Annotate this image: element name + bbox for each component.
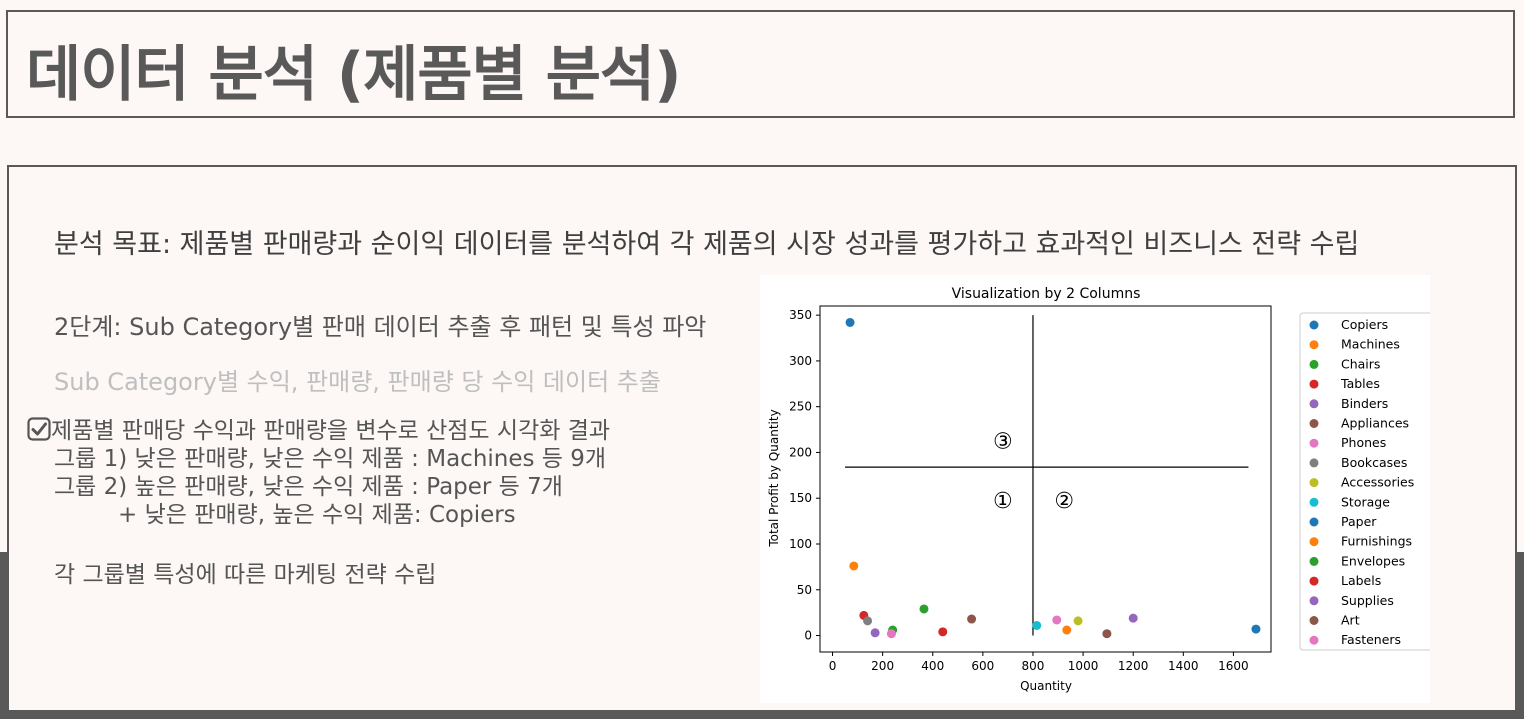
page-title: 데이터 분석 (제품별 분석) [26, 40, 682, 110]
y-tick-label: 50 [797, 583, 812, 597]
legend-label: Furnishings [1341, 534, 1412, 549]
chart-title: Visualization by 2 Columns [952, 286, 1141, 302]
result-line-2: 그룹 2) 높은 판매량, 낮은 수익 제품 : Paper 등 7개 [54, 474, 563, 500]
data-point-bookcases [863, 616, 873, 626]
quadrant-label: ③ [993, 430, 1013, 455]
legend-marker [1309, 596, 1319, 606]
data-point-art [1102, 629, 1112, 639]
data-point-fasteners [1052, 615, 1062, 625]
legend-marker [1309, 320, 1319, 330]
quadrant-label: ② [1054, 489, 1074, 514]
x-axis-label: Quantity [1020, 679, 1072, 693]
legend-label: Copiers [1341, 317, 1388, 332]
legend-label: Art [1341, 613, 1360, 628]
legend-label: Bookcases [1341, 455, 1407, 470]
legend-marker [1309, 399, 1319, 409]
data-point-machines [849, 561, 859, 571]
legend-label: Envelopes [1341, 553, 1405, 568]
plot-frame [819, 305, 1272, 653]
legend-marker [1309, 379, 1319, 389]
legend-marker [1309, 556, 1319, 566]
x-tick-label: 800 [1022, 659, 1045, 673]
result-line-0: 제품별 판매당 수익과 판매량을 변수로 산점도 시각화 결과 [27, 417, 610, 445]
strategy-text: 각 그룹별 특성에 따른 마케팅 전략 수립 [54, 562, 437, 588]
data-point-storage [1032, 620, 1042, 630]
legend-marker [1309, 419, 1319, 428]
result-line-3: + 낮은 판매량, 높은 수익 제품: Copiers [118, 502, 516, 528]
x-tick-label: 200 [871, 659, 894, 673]
legend-marker [1309, 616, 1319, 625]
legend-label: Appliances [1341, 416, 1409, 431]
legend-label: Accessories [1341, 475, 1414, 490]
data-point-furnishings [1062, 625, 1072, 635]
legend-marker [1309, 359, 1319, 369]
y-tick-label: 200 [789, 445, 812, 459]
y-tick-label: 0 [804, 629, 812, 643]
x-tick-label: 1200 [1118, 659, 1149, 673]
substep-text: Sub Category별 수익, 판매량, 판매량 당 수익 데이터 추출 [54, 368, 661, 396]
y-axis-label: Total Profit by Quantity [767, 409, 781, 547]
legend-marker [1309, 517, 1319, 527]
data-point-supplies [1128, 613, 1138, 623]
legend-label: Tables [1340, 376, 1380, 391]
result-block: 제품별 판매당 수익과 판매량을 변수로 산점도 시각화 결과 그룹 1) 낮은… [27, 417, 610, 529]
legend-marker [1309, 458, 1319, 468]
x-tick-label: 1000 [1068, 659, 1099, 673]
legend-marker [1309, 576, 1319, 586]
checkbox-checked-icon [27, 417, 51, 441]
legend-label: Chairs [1341, 356, 1380, 371]
legend-marker [1309, 478, 1319, 488]
legend-label: Storage [1341, 494, 1390, 509]
step-heading: 2단계: Sub Category별 판매 데이터 추출 후 패턴 및 특성 파… [54, 313, 707, 341]
x-tick-label: 0 [829, 659, 837, 673]
legend-marker [1309, 340, 1319, 350]
x-tick-label: 1400 [1168, 659, 1199, 673]
result-line-1: 그룹 1) 낮은 판매량, 낮은 수익 제품 : Machines 등 9개 [54, 446, 607, 472]
y-tick-label: 100 [789, 537, 812, 551]
analysis-goal: 분석 목표: 제품별 판매량과 순이익 데이터를 분석하여 각 제품의 시장 성… [54, 229, 1360, 260]
scatter-chart-panel: Visualization by 2 Columns Quantity Tota… [760, 275, 1436, 703]
legend-label: Fasteners [1341, 632, 1401, 647]
x-tick-label: 400 [921, 659, 944, 673]
data-point-accessories [1073, 616, 1083, 626]
data-point-labels [938, 627, 948, 637]
y-tick-label: 250 [789, 400, 812, 414]
y-tick-label: 300 [789, 354, 812, 368]
data-point-envelopes [919, 604, 929, 614]
data-point-paper [1251, 624, 1261, 634]
data-point-binders [870, 628, 880, 638]
legend-label: Labels [1341, 573, 1381, 588]
data-point-copiers [845, 317, 855, 327]
scatter-chart: Visualization by 2 Columns Quantity Tota… [767, 286, 1436, 693]
x-tick-label: 600 [971, 659, 994, 673]
legend-marker [1309, 537, 1319, 547]
legend-marker [1309, 438, 1319, 448]
legend-label: Machines [1341, 337, 1400, 352]
y-tick-label: 350 [789, 308, 812, 322]
y-tick-label: 150 [789, 491, 812, 505]
legend-label: Binders [1341, 396, 1388, 411]
legend-label: Paper [1341, 514, 1377, 529]
x-tick-label: 1600 [1218, 659, 1249, 673]
data-point-phones [886, 629, 896, 639]
legend-marker [1309, 497, 1319, 507]
quadrant-label: ① [993, 489, 1013, 514]
legend-label: Phones [1341, 435, 1386, 450]
title-box: 데이터 분석 (제품별 분석) [6, 10, 1515, 118]
result-line-text: 제품별 판매당 수익과 판매량을 변수로 산점도 시각화 결과 [51, 418, 611, 444]
legend-label: Supplies [1341, 593, 1394, 608]
legend-marker [1309, 635, 1319, 645]
data-point-appliances [967, 614, 977, 624]
